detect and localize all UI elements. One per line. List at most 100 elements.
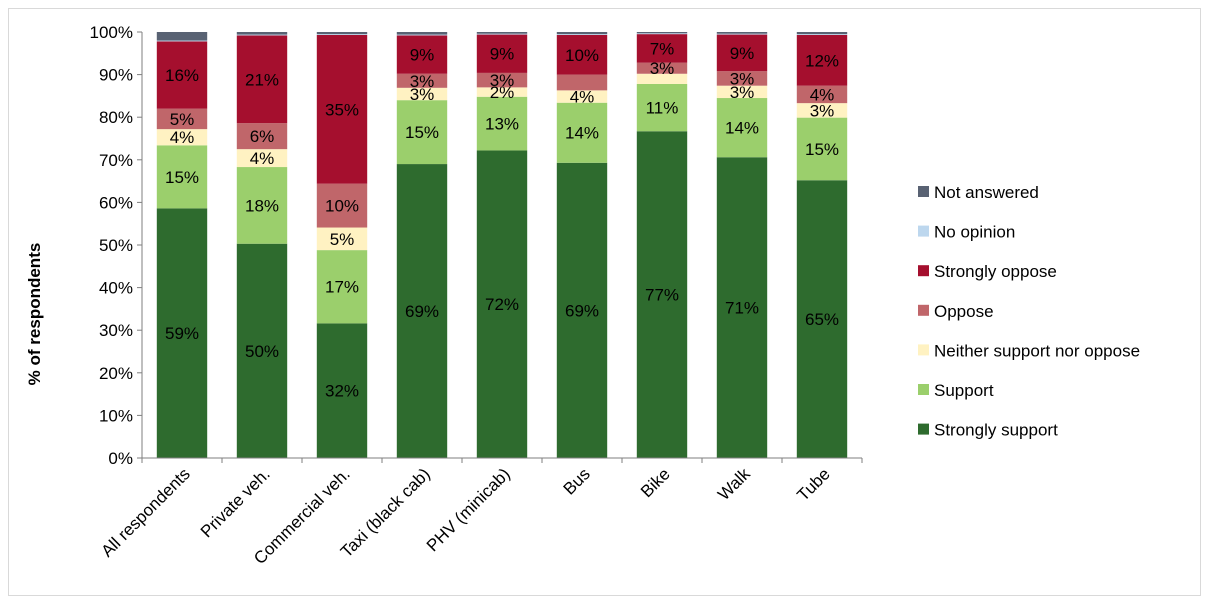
data-label: 9% (730, 44, 755, 63)
y-tick-label: 70% (99, 151, 133, 170)
data-label: 32% (325, 382, 359, 401)
legend-label: Strongly support (934, 421, 1058, 440)
bar-segment (636, 83, 688, 132)
bar-segment (556, 102, 608, 163)
bar-segment (796, 34, 848, 35)
bar-segment (236, 34, 288, 36)
bar-segment (236, 243, 288, 458)
data-label: 3% (650, 59, 675, 78)
legend-label: No opinion (934, 223, 1015, 242)
data-label: 9% (490, 45, 515, 64)
bar-segment (796, 85, 848, 104)
bar-segment (476, 87, 528, 97)
legend-swatch (918, 423, 929, 435)
bar-segment (556, 34, 608, 35)
bar-segment (396, 100, 448, 165)
bar-segment (556, 90, 608, 103)
data-label: 71% (725, 299, 759, 318)
labels-layer: 59%15%4%5%16%50%18%4%6%21%32%17%5%10%35%… (165, 39, 839, 400)
bar-segment (796, 117, 848, 181)
data-label: 4% (170, 128, 195, 147)
legend-swatch (918, 265, 929, 277)
bar-segment (236, 167, 288, 244)
x-tick-label: Tube (793, 464, 833, 504)
data-label: 14% (725, 119, 759, 138)
bar-segment (156, 145, 208, 209)
bar-segment (716, 71, 768, 86)
bar-segment (716, 85, 768, 99)
y-tick-label: 40% (99, 279, 133, 298)
bar-segment (316, 227, 368, 251)
legend-swatch (918, 304, 929, 316)
data-label: 9% (410, 46, 435, 65)
bar-segment (796, 32, 848, 35)
bar-segment (716, 34, 768, 72)
legend-swatch (918, 344, 929, 356)
bar-segment (476, 96, 528, 151)
x-tick-label: All respondents (98, 464, 194, 560)
data-label: 3% (410, 72, 435, 91)
bar-segment (796, 34, 848, 86)
y-tick-label: 0% (108, 449, 133, 468)
bar-segment (716, 157, 768, 458)
data-label: 10% (325, 197, 359, 216)
bar-segment (236, 149, 288, 168)
data-label: 11% (646, 99, 679, 118)
legend-label: Oppose (934, 302, 994, 321)
legend-label: Neither support nor oppose (934, 341, 1140, 360)
data-label: 65% (805, 310, 839, 329)
bar-segment (476, 33, 528, 35)
bar-segment (796, 180, 848, 459)
data-label: 4% (570, 88, 595, 107)
bar-segment (556, 162, 608, 459)
y-tick-label: 30% (99, 321, 133, 340)
bar-segment (236, 35, 288, 124)
bar-segment (396, 164, 448, 458)
bar-segment (476, 32, 528, 34)
data-label: 12% (805, 51, 839, 70)
data-label: 21% (245, 70, 279, 89)
bar-segment (236, 123, 288, 150)
y-tick-label: 80% (99, 108, 133, 127)
legend-swatch (918, 225, 929, 237)
bar-segment (556, 32, 608, 35)
data-label: 4% (810, 85, 835, 104)
x-tick-label: Bus (560, 464, 594, 498)
bar-segment (156, 108, 208, 130)
bar-segment (716, 33, 768, 35)
legend-swatch (918, 384, 929, 395)
data-label: 14% (565, 124, 599, 143)
data-label: 4% (250, 149, 275, 168)
bar-segment (156, 41, 208, 109)
x-tick-label: Bike (637, 464, 674, 501)
legend-label: Not answered (934, 183, 1039, 202)
bar-segment (396, 34, 448, 36)
y-tick-label: 20% (99, 364, 133, 383)
bar-segment (396, 35, 448, 74)
bar-segment (156, 129, 208, 146)
y-tick-label: 90% (99, 66, 133, 85)
data-label: 15% (805, 140, 839, 159)
bar-segment (796, 103, 848, 118)
bar-segment (636, 32, 688, 34)
data-label: 10% (565, 46, 599, 65)
legend: Not answered No opinion Strongly oppose Opp… (918, 183, 1140, 440)
y-tick-label: 100% (90, 23, 133, 42)
bars-layer (156, 32, 848, 459)
data-label: 7% (650, 39, 675, 58)
data-label: 15% (165, 168, 199, 187)
bar-segment (156, 40, 208, 42)
bar-segment (476, 72, 528, 88)
data-label: 50% (245, 342, 279, 361)
data-label: 13% (485, 115, 519, 134)
legend-swatch (918, 186, 929, 197)
bar-segment (316, 250, 368, 324)
data-label: 17% (325, 278, 359, 297)
bar-segment (636, 33, 688, 35)
x-tick-label: Walk (714, 464, 754, 504)
data-label: 5% (330, 230, 355, 249)
bar-segment (316, 34, 368, 35)
bar-segment (636, 34, 688, 63)
bar-segment (316, 183, 368, 228)
